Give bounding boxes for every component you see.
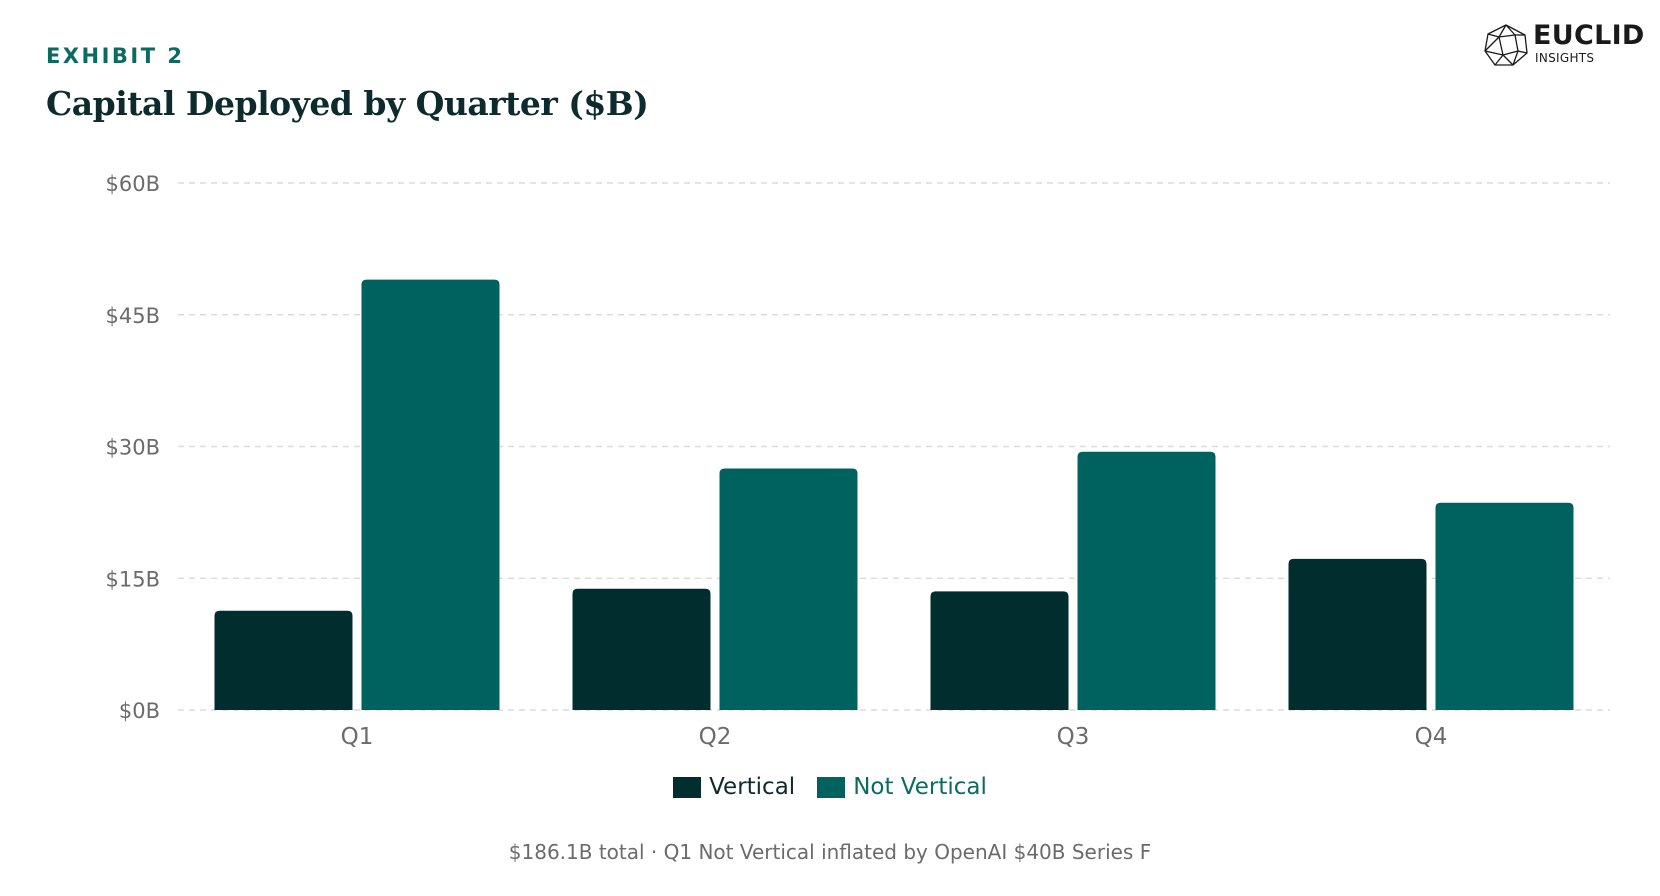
- x-axis-ticks: Q1 Q2 Q3 Q4: [341, 724, 1448, 750]
- legend-swatch-vertical: [673, 776, 702, 798]
- y-tick-label: $30B: [106, 436, 161, 460]
- bar-vertical-q4: [1288, 558, 1427, 710]
- chart-footnote: $186.1B total · Q1 Not Vertical inflated…: [508, 840, 1152, 864]
- bar-not-vertical-q2: [719, 468, 858, 710]
- legend-label-vertical: Vertical: [709, 774, 796, 800]
- y-tick-label: $45B: [106, 304, 161, 328]
- bar-not-vertical-q3: [1077, 451, 1216, 710]
- exhibit-label: EXHIBIT 2: [46, 44, 185, 68]
- x-tick-label: Q4: [1415, 724, 1448, 750]
- legend-item-not-vertical: Not Vertical: [817, 774, 987, 800]
- x-tick-label: Q2: [699, 724, 732, 750]
- euclid-logo: EUCLID INSIGHTS: [1483, 20, 1645, 70]
- bar-vertical-q2: [572, 588, 711, 710]
- chart-legend: Vertical Not Vertical: [0, 774, 1660, 800]
- bar-vertical-q1: [214, 610, 353, 710]
- bar-not-vertical-q1: [361, 279, 500, 710]
- logo-wordmark: EUCLID: [1533, 20, 1645, 51]
- legend-label-not-vertical: Not Vertical: [853, 774, 987, 800]
- icosahedron-logo-icon: [1484, 24, 1528, 66]
- bar-not-vertical-q4: [1435, 502, 1574, 710]
- logo-subtitle: INSIGHTS: [1535, 51, 1595, 65]
- legend-swatch-not-vertical: [817, 776, 846, 798]
- y-axis-ticks: $0B $15B $30B $45B $60B: [106, 172, 161, 723]
- bars: [214, 279, 1574, 710]
- bar-chart: $0B $15B $30B $45B $60B Q1 Q2 Q3 Q4: [106, 172, 1610, 750]
- x-tick-label: Q3: [1057, 724, 1090, 750]
- y-tick-label: $15B: [106, 567, 161, 591]
- x-tick-label: Q1: [341, 724, 374, 750]
- legend-item-vertical: Vertical: [673, 774, 795, 800]
- y-tick-label: $60B: [106, 172, 161, 196]
- y-tick-label: $0B: [119, 699, 160, 723]
- chart-title: Capital Deployed by Quarter ($B): [46, 84, 649, 123]
- bar-vertical-q3: [930, 591, 1069, 710]
